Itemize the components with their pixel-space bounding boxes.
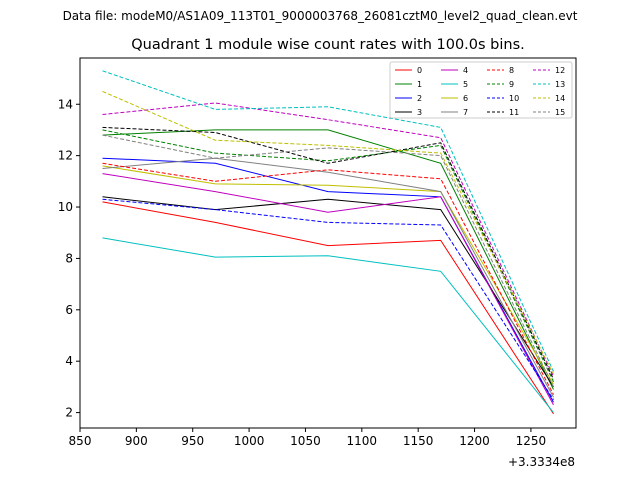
series-line-8 bbox=[102, 162, 554, 395]
series-line-0 bbox=[102, 201, 554, 415]
y-tick-label: 4 bbox=[65, 354, 73, 368]
x-tick-label: 900 bbox=[125, 434, 148, 448]
x-tick-label: 1250 bbox=[516, 434, 547, 448]
legend-label-9: 9 bbox=[509, 80, 514, 89]
legend-label-13: 13 bbox=[555, 80, 565, 89]
legend-label-2: 2 bbox=[417, 94, 422, 103]
series-line-7 bbox=[102, 157, 554, 398]
y-tick-label: 14 bbox=[58, 97, 73, 111]
series-line-6 bbox=[102, 165, 554, 385]
series-line-11 bbox=[102, 126, 554, 380]
x-tick-label: 1050 bbox=[290, 434, 321, 448]
series-line-1 bbox=[102, 129, 554, 390]
legend-label-15: 15 bbox=[555, 108, 565, 117]
x-tick-label: 850 bbox=[69, 434, 92, 448]
plot-frame bbox=[79, 57, 577, 429]
legend-label-4: 4 bbox=[463, 66, 468, 75]
y-tick-label: 10 bbox=[58, 200, 73, 214]
legend-label-11: 11 bbox=[509, 108, 519, 117]
x-tick-label: 1150 bbox=[403, 434, 434, 448]
series-line-12 bbox=[102, 102, 554, 377]
series-line-15 bbox=[102, 134, 554, 388]
x-tick-label: 1100 bbox=[347, 434, 378, 448]
legend-label-14: 14 bbox=[555, 94, 565, 103]
series-line-14 bbox=[102, 90, 554, 375]
y-tick-label: 6 bbox=[65, 303, 73, 317]
legend-label-10: 10 bbox=[509, 94, 519, 103]
legend-label-12: 12 bbox=[555, 66, 565, 75]
legend bbox=[389, 61, 573, 119]
series-line-10 bbox=[102, 198, 554, 400]
legend-label-1: 1 bbox=[417, 80, 422, 89]
legend-label-0: 0 bbox=[417, 66, 422, 75]
y-tick-label: 2 bbox=[65, 406, 73, 420]
legend-label-8: 8 bbox=[509, 66, 514, 75]
series-line-13 bbox=[102, 70, 554, 372]
legend-label-7: 7 bbox=[463, 108, 468, 117]
x-tick-label: 950 bbox=[181, 434, 204, 448]
chart-title: Quadrant 1 module wise count rates with … bbox=[131, 37, 525, 53]
legend-label-3: 3 bbox=[417, 108, 422, 117]
legend-label-6: 6 bbox=[463, 94, 468, 103]
series-line-3 bbox=[102, 196, 554, 388]
x-offset-label: +3.3334e8 bbox=[508, 455, 575, 469]
series-line-4 bbox=[102, 173, 554, 406]
legend-label-5: 5 bbox=[463, 80, 468, 89]
series-line-5 bbox=[102, 237, 554, 413]
y-tick-label: 8 bbox=[65, 251, 73, 265]
suptitle: Data file: modeM0/AS1A09_113T01_90000037… bbox=[63, 9, 578, 23]
y-tick-label: 12 bbox=[58, 149, 73, 163]
series-line-9 bbox=[102, 129, 554, 383]
x-tick-label: 1200 bbox=[459, 434, 490, 448]
x-tick-label: 1000 bbox=[234, 434, 265, 448]
